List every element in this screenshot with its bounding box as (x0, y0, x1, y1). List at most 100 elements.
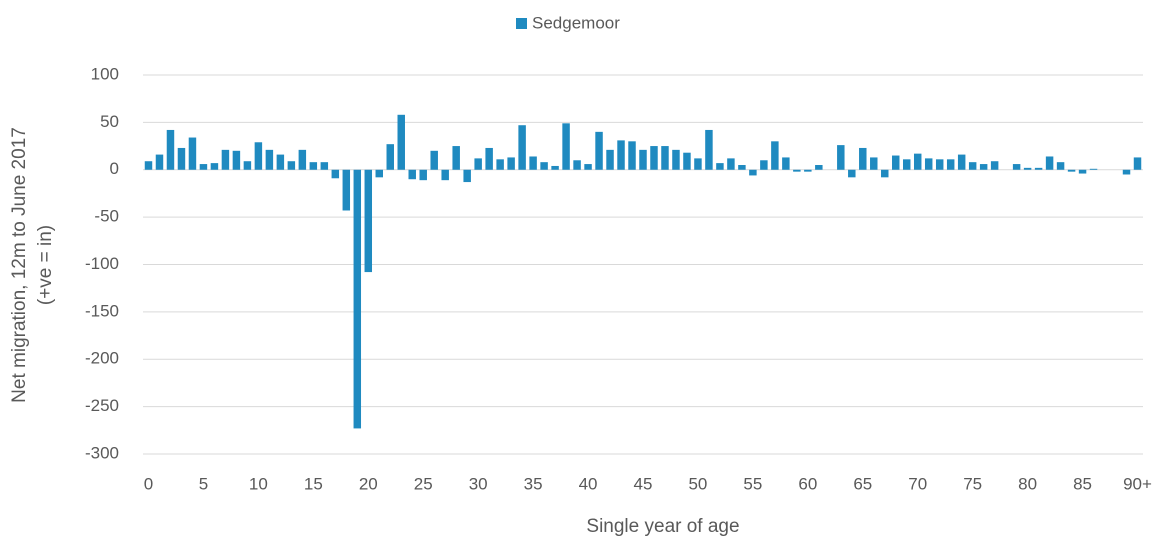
bar (584, 164, 592, 170)
bar (1045, 156, 1054, 170)
y-axis-title: Net migration, 12m to June 2017 (9, 127, 30, 403)
y-tick-label: 50 (100, 112, 119, 131)
x-tick-label: 80 (1018, 474, 1037, 493)
bar (419, 169, 427, 181)
bar (144, 161, 153, 170)
x-tick-label: 20 (359, 474, 378, 493)
bar (1034, 167, 1043, 170)
bar (1078, 169, 1087, 174)
bar (716, 163, 724, 170)
bar (496, 159, 504, 170)
bar (364, 169, 373, 273)
bar (837, 145, 845, 170)
x-tick-label: 60 (798, 474, 817, 493)
x-tick-label: 55 (743, 474, 762, 493)
bar (287, 161, 296, 170)
y-tick-label: -50 (94, 207, 119, 226)
bar (727, 158, 735, 170)
bar (694, 158, 702, 170)
bar (881, 169, 889, 178)
bar (771, 141, 779, 170)
bar (1122, 169, 1131, 175)
bar (441, 169, 449, 181)
bar (870, 157, 878, 170)
bar (979, 164, 988, 170)
bar (408, 169, 416, 180)
bar (518, 125, 526, 170)
bar (595, 131, 603, 170)
bar (342, 169, 351, 211)
bar (903, 159, 911, 170)
bar (848, 169, 856, 178)
x-tick-label: 25 (414, 474, 433, 493)
legend-label: Sedgemoor (532, 13, 620, 32)
bar (968, 162, 977, 170)
bar (782, 157, 790, 170)
x-tick-label: 75 (963, 474, 982, 493)
y-tick-label: -100 (85, 254, 119, 273)
x-tick-label: 70 (908, 474, 927, 493)
bar (946, 159, 955, 170)
bar (650, 146, 658, 170)
bar (353, 169, 362, 429)
bar (485, 147, 493, 170)
bar (232, 150, 241, 170)
bar (452, 146, 460, 170)
bar (529, 156, 537, 170)
bar (276, 154, 285, 170)
bar (1023, 167, 1032, 170)
y-tick-label: 0 (110, 159, 119, 178)
y-tick-label: 100 (91, 64, 119, 83)
bar (551, 165, 559, 170)
bar (397, 114, 405, 170)
bar (606, 149, 614, 170)
bar (177, 147, 186, 170)
x-tick-label: 10 (249, 474, 268, 493)
x-tick-label: 90+ (1123, 474, 1152, 493)
y-tick-label: -150 (85, 301, 119, 320)
x-tick-label: 35 (524, 474, 543, 493)
bar (760, 160, 768, 170)
bar (913, 153, 922, 170)
bar (793, 169, 801, 172)
x-tick-label: 30 (469, 474, 488, 493)
bar (1089, 168, 1098, 170)
bar (254, 142, 263, 170)
bar (331, 169, 340, 179)
bar (474, 158, 482, 170)
bar (221, 149, 230, 170)
bar (298, 149, 307, 170)
bar (1056, 162, 1065, 170)
bar (1012, 164, 1021, 170)
bar (375, 169, 383, 178)
bar (639, 149, 647, 170)
x-tick-label: 45 (634, 474, 653, 493)
bar (804, 169, 812, 172)
bar (540, 162, 548, 170)
x-tick-label: 15 (304, 474, 323, 493)
bar (815, 165, 823, 170)
bar (738, 165, 746, 170)
bar (386, 144, 394, 170)
bar (320, 162, 329, 170)
bar (1067, 169, 1076, 172)
bar (990, 161, 999, 170)
x-axis-title: Single year of age (586, 516, 739, 537)
bar (749, 169, 757, 176)
bar (188, 137, 197, 170)
bar (661, 146, 669, 170)
bar (924, 158, 933, 170)
bar (957, 154, 966, 170)
y-tick-label: -200 (85, 349, 119, 368)
x-tick-label: 40 (579, 474, 598, 493)
bar (617, 140, 625, 170)
bar (573, 160, 581, 170)
bar (155, 154, 164, 170)
x-tick-label: 50 (688, 474, 707, 493)
bar (265, 149, 274, 170)
bar (463, 169, 471, 183)
bar (859, 147, 867, 170)
bar (672, 149, 680, 170)
bar (892, 155, 900, 170)
bar (507, 157, 515, 170)
